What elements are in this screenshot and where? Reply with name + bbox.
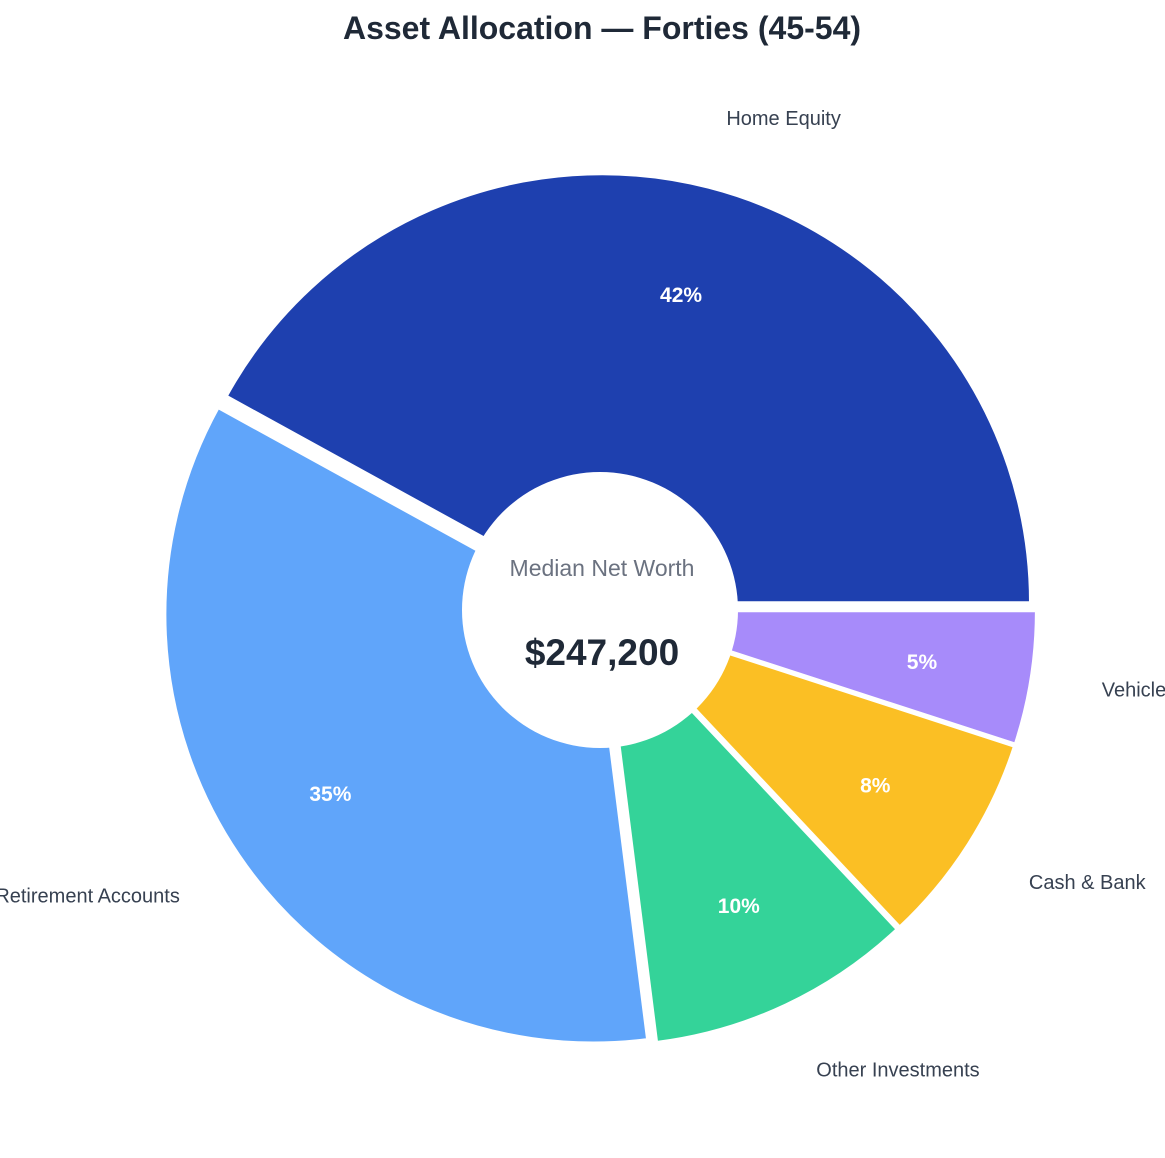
category-label-home-equity: Home Equity — [726, 108, 841, 130]
category-label-vehicles: Vehicles — [1102, 679, 1165, 701]
percent-label-vehicles: 5% — [907, 651, 938, 674]
percent-label-home-equity: 42% — [660, 284, 702, 307]
center-caption: Median Net Worth — [510, 555, 695, 581]
category-labels: Home Equity Retirement Accounts Other Inve… — [0, 108, 1165, 1082]
percent-label-cash-bank: 8% — [860, 775, 891, 798]
donut-hole — [462, 472, 738, 748]
category-label-cash-bank: Cash & Bank — [1029, 872, 1147, 894]
pie-slices — [164, 173, 1037, 1044]
center-value: $247,200 — [525, 632, 679, 673]
chart-title: Asset Allocation — Forties (45-54) — [343, 10, 861, 46]
category-label-retirement-accounts: Retirement Accounts — [0, 886, 180, 908]
category-label-other-investments: Other Investments — [816, 1060, 979, 1082]
percent-labels: 42% 35% 10% 8% 5% — [309, 284, 937, 918]
percent-label-retirement-accounts: 35% — [309, 783, 351, 806]
percent-label-other-investments: 10% — [718, 895, 760, 918]
